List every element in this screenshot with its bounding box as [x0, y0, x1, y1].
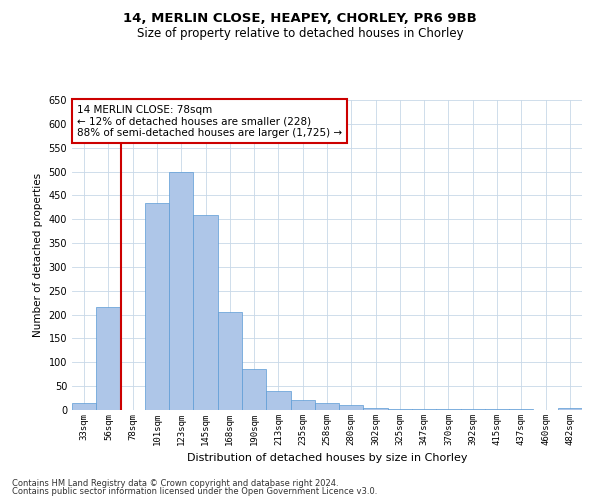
Bar	[436, 409, 461, 410]
Bar	[72, 403, 96, 410]
Bar	[509, 409, 533, 410]
Text: Contains public sector information licensed under the Open Government Licence v3: Contains public sector information licen…	[12, 487, 377, 496]
Bar	[364, 408, 388, 410]
Bar	[461, 409, 485, 410]
Bar	[315, 403, 339, 410]
Bar	[266, 391, 290, 410]
Bar	[218, 312, 242, 410]
Bar	[193, 216, 218, 410]
Text: 14 MERLIN CLOSE: 78sqm
← 12% of detached houses are smaller (228)
88% of semi-de: 14 MERLIN CLOSE: 78sqm ← 12% of detached…	[77, 104, 342, 138]
Text: Size of property relative to detached houses in Chorley: Size of property relative to detached ho…	[137, 28, 463, 40]
Bar	[96, 308, 121, 410]
Bar	[145, 202, 169, 410]
Text: 14, MERLIN CLOSE, HEAPEY, CHORLEY, PR6 9BB: 14, MERLIN CLOSE, HEAPEY, CHORLEY, PR6 9…	[123, 12, 477, 26]
Bar	[412, 409, 436, 410]
Text: Contains HM Land Registry data © Crown copyright and database right 2024.: Contains HM Land Registry data © Crown c…	[12, 478, 338, 488]
Bar	[388, 408, 412, 410]
X-axis label: Distribution of detached houses by size in Chorley: Distribution of detached houses by size …	[187, 454, 467, 464]
Bar	[339, 405, 364, 410]
Bar	[242, 370, 266, 410]
Bar	[558, 408, 582, 410]
Bar	[169, 172, 193, 410]
Y-axis label: Number of detached properties: Number of detached properties	[33, 173, 43, 337]
Bar	[485, 409, 509, 410]
Bar	[290, 400, 315, 410]
